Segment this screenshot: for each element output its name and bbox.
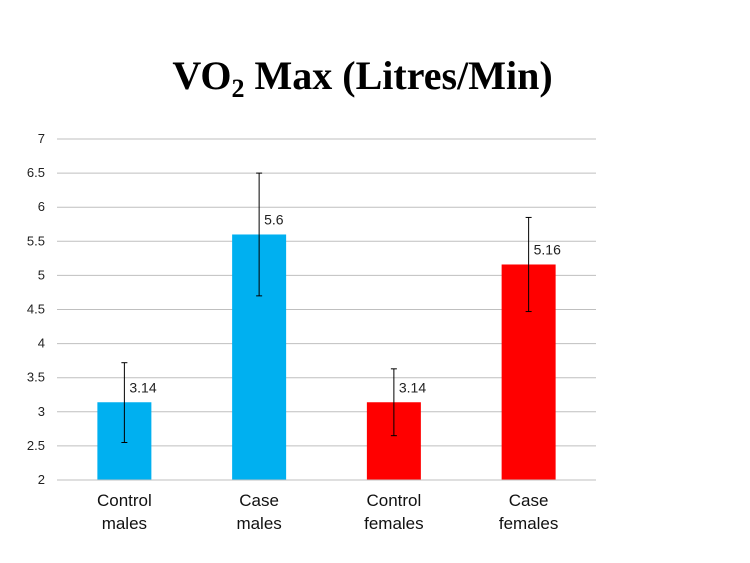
- data-label: 5.16: [534, 241, 561, 257]
- data-label: 3.14: [399, 379, 426, 395]
- y-tick-label: 6: [38, 199, 45, 214]
- y-tick-label: 7: [38, 131, 45, 146]
- y-tick-label: 3: [38, 404, 45, 419]
- chart-title-suffix: Max (Litres/Min): [244, 53, 553, 98]
- x-category-label: males: [236, 514, 281, 533]
- y-tick-label: 2: [38, 472, 45, 487]
- y-tick-label: 5: [38, 267, 45, 282]
- x-category-label: females: [499, 514, 559, 533]
- y-tick-label: 3.5: [27, 370, 45, 385]
- y-tick-label: 2.5: [27, 438, 45, 453]
- x-category-label: Control: [366, 491, 421, 510]
- x-category-label: females: [364, 514, 424, 533]
- y-tick-label: 5.5: [27, 233, 45, 248]
- y-tick-label: 4: [38, 336, 45, 351]
- x-category-label: Case: [239, 491, 279, 510]
- data-label: 3.14: [129, 379, 156, 395]
- x-category-label: males: [102, 514, 147, 533]
- chart-title-prefix: VO: [172, 53, 232, 98]
- y-tick-label: 6.5: [27, 165, 45, 180]
- chart-title: VO2 Max (Litres/Min): [0, 52, 725, 104]
- y-tick-label: 4.5: [27, 302, 45, 317]
- x-category-label: Case: [509, 491, 549, 510]
- x-category-label: Control: [97, 491, 152, 510]
- chart-title-subscript: 2: [231, 74, 245, 103]
- data-label: 5.6: [264, 211, 284, 227]
